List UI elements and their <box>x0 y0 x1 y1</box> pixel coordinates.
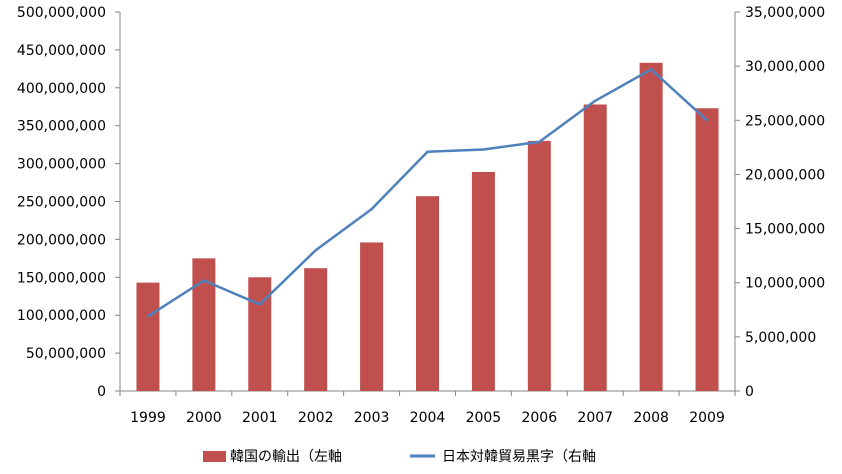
x-category-label: 2001 <box>242 410 278 426</box>
x-category-label: 2008 <box>633 410 669 426</box>
line-point <box>370 207 373 211</box>
x-category-label: 2003 <box>354 410 390 426</box>
bar <box>360 242 384 391</box>
bar <box>695 108 719 392</box>
legend-label-line: 日本対韓貿易黒字（右軸 <box>442 449 596 465</box>
x-category-label: 2009 <box>689 410 725 426</box>
x-category-label: 2004 <box>410 410 446 426</box>
line-point <box>705 119 709 122</box>
left-y-tick-label: 500,000,000 <box>17 5 106 21</box>
right-y-tick-label: 10,000,000 <box>745 276 825 292</box>
right-y-tick-label: 20,000,000 <box>745 167 825 183</box>
line-point <box>314 249 317 252</box>
left-y-tick-label: 350,000,000 <box>17 119 106 135</box>
line-point <box>649 68 653 71</box>
right-y-tick-label: 15,000,000 <box>745 222 825 238</box>
bar <box>304 268 328 391</box>
left-y-tick-label: 150,000,000 <box>17 270 106 286</box>
left-y-tick-label: 0 <box>97 384 106 400</box>
line-series <box>146 68 709 318</box>
bar-series <box>136 62 719 392</box>
line-point <box>482 148 485 151</box>
right-y-tick-label: 0 <box>745 384 754 400</box>
left-y-tick-label: 100,000,000 <box>17 308 106 324</box>
bar <box>136 282 160 391</box>
bar <box>527 140 551 391</box>
right-y-tick-label: 35,000,000 <box>745 5 825 21</box>
legend-swatch-bar <box>203 451 226 462</box>
bar <box>416 196 439 391</box>
legend: 韓国の輸出（左軸 日本対韓貿易黒字（右軸 <box>203 449 596 465</box>
left-y-tick-label: 400,000,000 <box>17 81 106 97</box>
tick-labels: 0 50,000,000 100,000,000 150,000,000 200,000… <box>17 5 825 426</box>
bar <box>248 277 272 391</box>
right-y-tick-label: 30,000,000 <box>745 59 825 75</box>
line-point <box>258 303 261 306</box>
line-point <box>594 99 597 102</box>
line-point <box>426 150 429 153</box>
bar <box>192 258 216 391</box>
right-y-tick-label: 25,000,000 <box>745 113 825 129</box>
left-y-tick-label: 450,000,000 <box>17 43 106 59</box>
x-category-label: 2002 <box>298 410 334 426</box>
left-y-tick-label: 50,000,000 <box>26 346 106 362</box>
right-y-tick-label: 5,000,000 <box>745 330 816 346</box>
bar <box>639 62 663 391</box>
line-point <box>202 279 206 282</box>
line-point <box>146 315 150 318</box>
x-category-label: 2007 <box>577 410 613 426</box>
x-category-label: 1999 <box>130 410 166 426</box>
x-category-label: 2005 <box>466 410 502 426</box>
bar <box>583 104 607 391</box>
line-point <box>538 140 541 144</box>
x-category-label: 2006 <box>521 410 557 426</box>
left-y-tick-label: 250,000,000 <box>17 195 106 211</box>
bar <box>471 171 495 391</box>
left-y-tick-label: 200,000,000 <box>17 232 106 248</box>
x-category-label: 2000 <box>186 410 222 426</box>
legend-label-bar: 韓国の輸出（左軸 <box>230 449 342 465</box>
left-y-tick-label: 300,000,000 <box>17 157 106 173</box>
